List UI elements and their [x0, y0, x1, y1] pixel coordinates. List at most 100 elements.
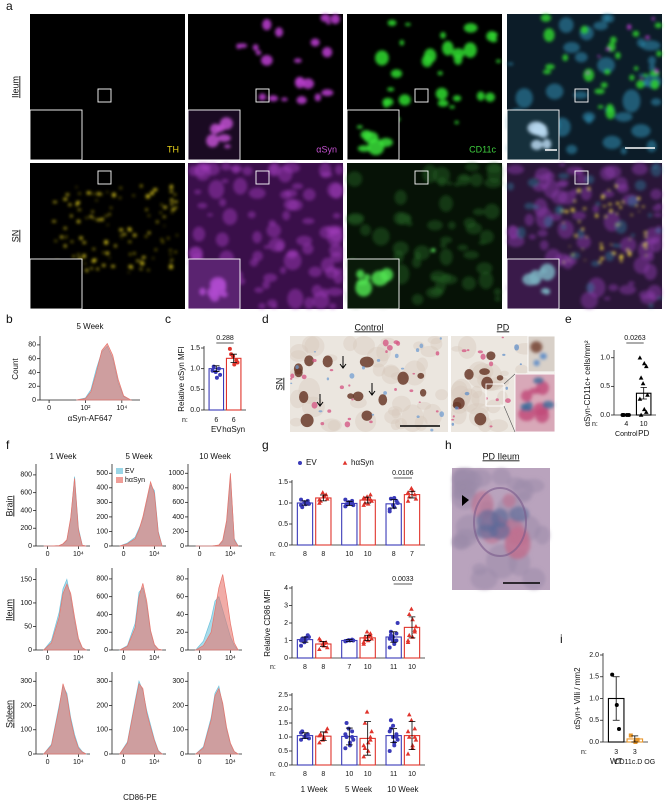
group-label: CD11c.D OG [614, 759, 655, 766]
structure [140, 184, 143, 188]
structure [597, 55, 601, 58]
n-value: 8 [303, 771, 307, 778]
y-tick-label: 800 [96, 576, 108, 583]
structure [629, 74, 635, 81]
structure [154, 248, 157, 251]
structure [580, 25, 589, 34]
x-tick-label: 10⁴ [73, 759, 84, 766]
data-point [369, 729, 374, 734]
structure [169, 185, 174, 190]
structure [219, 198, 227, 207]
channel-label: αSyn [316, 144, 337, 154]
structure [382, 97, 394, 107]
micrograph-detail [290, 336, 448, 433]
y-tick-label: 80 [28, 342, 36, 349]
structure [430, 337, 443, 351]
data-point [350, 729, 355, 734]
structure [615, 220, 627, 234]
structure [254, 287, 264, 293]
structure [314, 93, 322, 102]
inset-box [485, 383, 505, 407]
structure [423, 403, 443, 427]
y-tick-label: 1.5 [278, 720, 288, 727]
y-axis-label: αSyn-CD11c+ cells/mm² [583, 340, 592, 426]
y-tick-label: 1.5 [190, 345, 200, 352]
structure [442, 41, 454, 56]
structure [572, 211, 586, 221]
structure [650, 163, 662, 177]
structure [91, 259, 96, 263]
y-tick-label: 300 [96, 678, 108, 685]
structure [386, 344, 393, 351]
data-point [321, 640, 327, 645]
y-tick-label: 300 [172, 678, 184, 685]
structure [533, 198, 548, 217]
structure [507, 225, 520, 239]
error-bar [301, 500, 309, 506]
structure [520, 403, 529, 412]
y-tick-label: 1000 [168, 470, 184, 477]
x-tick-label: 0 [47, 405, 51, 412]
x-axis-label: αSyn-AF647 [68, 414, 113, 423]
data-point [405, 729, 411, 734]
structure [287, 288, 304, 309]
y-tick-label: 0 [28, 647, 32, 654]
bar [341, 639, 358, 659]
n-value: 11 [390, 771, 397, 778]
structure [642, 73, 649, 77]
structure [274, 27, 284, 38]
data-point [298, 461, 302, 465]
structure [623, 203, 625, 205]
error-bar [408, 616, 416, 639]
y-axis-label: Relative CD86 MFI [263, 589, 272, 657]
structure [372, 227, 390, 246]
row-label: Spleen [4, 700, 14, 728]
data-point [395, 737, 400, 742]
y-tick-label: 300 [96, 499, 108, 506]
data-point [614, 703, 619, 708]
structure [108, 213, 111, 216]
y-tick-label: 20 [176, 629, 184, 636]
structure [440, 241, 447, 249]
y-tick-label: 50 [24, 623, 32, 630]
micrograph-detail [451, 336, 555, 432]
structure [549, 213, 562, 221]
structure [421, 54, 433, 68]
error-bar [213, 365, 220, 372]
arrow [368, 383, 376, 396]
structure [111, 192, 116, 198]
structure [327, 182, 343, 198]
structure [582, 207, 587, 210]
structure [461, 349, 467, 353]
structure [562, 54, 569, 62]
error-bar [319, 731, 327, 741]
structure [52, 200, 58, 204]
error-bar [345, 639, 353, 642]
structure [171, 207, 176, 211]
structure [497, 390, 508, 405]
structure [439, 195, 453, 212]
n-value: 8 [392, 551, 396, 558]
row-label: SN [274, 378, 284, 391]
structure [268, 219, 276, 226]
structure [312, 358, 317, 363]
error-bar [364, 496, 372, 504]
error-bar [408, 490, 416, 499]
data-point [406, 632, 412, 638]
y-tick-label: 60 [176, 594, 184, 601]
structure [311, 401, 318, 409]
structure [339, 385, 344, 390]
group-label: EV [211, 425, 222, 434]
legend-label: EV [306, 458, 317, 467]
data-point [410, 745, 415, 750]
structure [100, 217, 104, 222]
x-tick-label: 0 [122, 655, 126, 662]
row-label: Ileum [4, 599, 14, 621]
structure [479, 229, 494, 244]
structure [326, 287, 343, 297]
y-tick-label: 4 [284, 585, 288, 592]
structure [209, 290, 220, 302]
zoom-lines [503, 373, 516, 433]
structure [79, 236, 83, 240]
micrograph-detail [506, 163, 663, 310]
